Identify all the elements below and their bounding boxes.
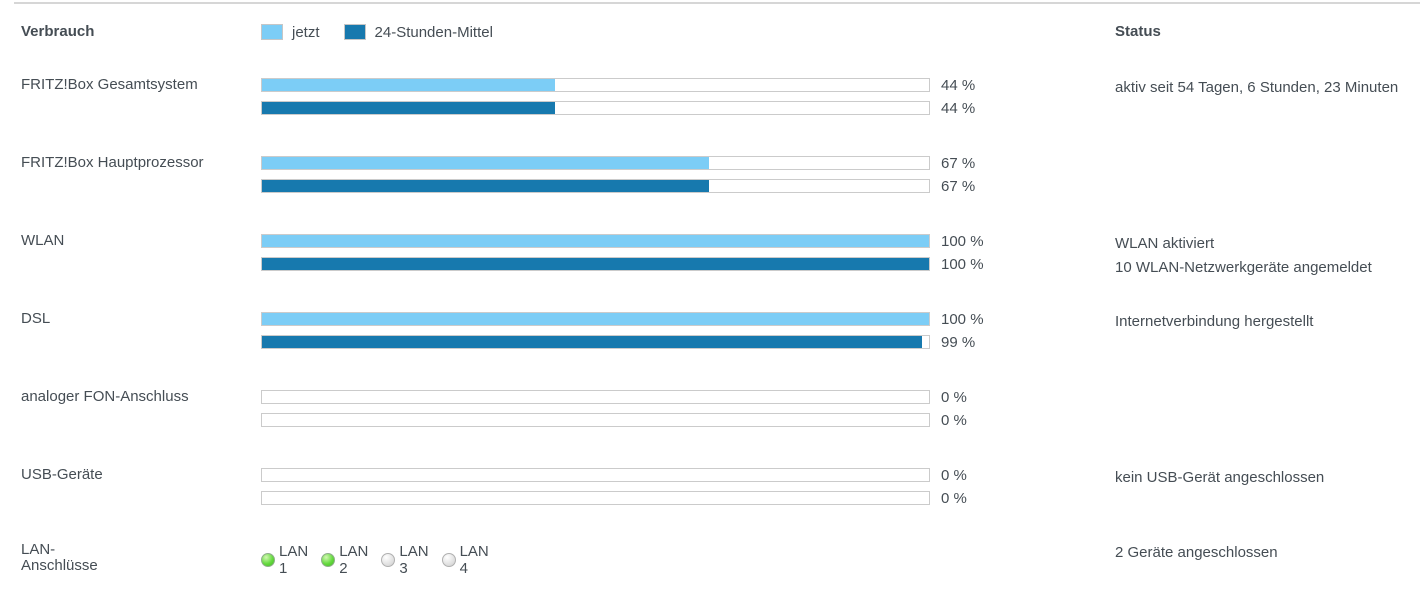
bar-avg-value: 67 % (941, 177, 976, 195)
usage-rows: FRITZ!Box Gesamtsystem 44 % 44 % aktiv s… (0, 76, 1420, 546)
legend-label-now: jetzt (292, 23, 320, 41)
row-label: FRITZ!Box Hauptprozessor (21, 154, 204, 171)
bar-now-fill (262, 235, 929, 247)
usage-row: FRITZ!Box Hauptprozessor 67 % 67 % (0, 154, 1420, 195)
lan-led-icon (441, 553, 456, 567)
bar-line-avg: 0 % (261, 411, 967, 429)
bar-now-value: 0 % (941, 466, 967, 484)
status-line: kein USB-Gerät angeschlossen (1115, 469, 1325, 486)
bar-avg-fill (262, 258, 929, 270)
bar-line-avg: 44 % (261, 99, 976, 117)
bar-avg-track (261, 257, 930, 271)
bar-now-track (261, 312, 930, 326)
lan-port: LAN 4 (441, 543, 489, 577)
bar-now-value: 100 % (941, 232, 984, 250)
legend: jetzt 24-Stunden-Mittel (261, 23, 517, 41)
bar-now-value: 100 % (941, 310, 984, 328)
bar-line-avg: 67 % (261, 177, 976, 195)
legend-swatch-now-icon (261, 24, 283, 40)
legend-swatch-avg-icon (343, 24, 366, 40)
status-line: Internetverbindung hergestellt (1115, 313, 1314, 330)
row-label: USB-Geräte (21, 466, 103, 483)
bar-now-fill (262, 157, 709, 169)
bar-avg-value: 99 % (941, 333, 976, 351)
status-line: WLAN aktiviert (1115, 235, 1215, 252)
bar-line-now: 100 % (261, 232, 984, 250)
row-label: DSL (21, 310, 51, 327)
bar-line-now: 67 % (261, 154, 976, 172)
bar-avg-track (261, 179, 930, 193)
status-line: aktiv seit 54 Tagen, 6 Stunden, 23 Minut… (1115, 79, 1399, 96)
bar-avg-value: 44 % (941, 99, 976, 117)
bar-line-avg: 99 % (261, 333, 984, 351)
legend-item-avg: 24-Stunden-Mittel (343, 23, 493, 41)
lan-row-status: 2 Geräte angeschlossen (1115, 544, 1278, 561)
lan-led-icon (261, 553, 275, 567)
panel-top-divider (14, 2, 1420, 4)
bar-now-track (261, 156, 930, 170)
bar-avg-track (261, 491, 930, 505)
lan-row-label: LAN-Anschlüsse (21, 541, 98, 574)
usage-row: WLAN 100 % 100 % WLAN aktiviert 10 WLAN-N… (0, 232, 1420, 277)
bar-now-value: 44 % (941, 76, 976, 94)
bar-line-now: 0 % (261, 388, 967, 406)
lan-port-label: LAN 2 (339, 543, 369, 577)
usage-row: analoger FON-Anschluss 0 % 0 % (0, 388, 1420, 429)
lan-port-label: LAN 1 (279, 543, 309, 577)
usage-row: USB-Geräte 0 % 0 % kein USB-Gerät angesc… (0, 466, 1420, 507)
bar-avg-value: 0 % (941, 411, 967, 429)
bar-now-track (261, 390, 930, 404)
row-bars: 44 % 44 % (261, 76, 976, 117)
lan-port-label: LAN 3 (399, 543, 429, 577)
row-label: FRITZ!Box Gesamtsystem (21, 76, 198, 93)
usage-row: FRITZ!Box Gesamtsystem 44 % 44 % aktiv s… (0, 76, 1420, 117)
row-status: aktiv seit 54 Tagen, 6 Stunden, 23 Minut… (1115, 76, 1398, 100)
legend-item-now: jetzt (261, 24, 320, 41)
row-status: kein USB-Gerät angeschlossen (1115, 466, 1324, 490)
bar-now-fill (262, 313, 929, 325)
bar-avg-track (261, 413, 930, 427)
row-label: WLAN (21, 232, 65, 249)
lan-port: LAN 1 (261, 543, 308, 577)
lan-port-label: LAN 4 (459, 543, 489, 577)
bar-line-now: 0 % (261, 466, 967, 484)
row-bars: 0 % 0 % (261, 466, 967, 507)
bar-line-avg: 0 % (261, 489, 967, 507)
bar-line-avg: 100 % (261, 255, 984, 273)
row-status: Internetverbindung hergestellt (1115, 310, 1313, 334)
bar-line-now: 44 % (261, 76, 976, 94)
legend-label-avg: 24-Stunden-Mittel (374, 23, 493, 41)
panel-title: Verbrauch (21, 23, 95, 40)
bar-now-value: 67 % (941, 154, 976, 172)
bar-avg-fill (262, 180, 709, 192)
bar-now-track (261, 234, 930, 248)
status-line: 10 WLAN-Netzwerkgeräte angemeldet (1115, 259, 1372, 276)
row-bars: 100 % 100 % (261, 232, 984, 273)
bar-now-fill (262, 79, 556, 91)
row-bars: 0 % 0 % (261, 388, 967, 429)
bar-avg-track (261, 101, 930, 115)
lan-ports: LAN 1 LAN 2 LAN 3 LAN 4 (261, 543, 489, 577)
bar-avg-fill (262, 336, 923, 348)
row-status: WLAN aktiviert 10 WLAN-Netzwerkgeräte ang… (1115, 232, 1372, 280)
bar-now-track (261, 78, 930, 92)
row-bars: 67 % 67 % (261, 154, 976, 195)
lan-port: LAN 3 (381, 543, 429, 577)
bar-avg-value: 0 % (941, 489, 967, 507)
lan-led-icon (321, 553, 336, 567)
bar-avg-value: 100 % (941, 255, 984, 273)
bar-now-value: 0 % (941, 388, 967, 406)
status-column-title: Status (1115, 23, 1161, 40)
bar-avg-track (261, 335, 930, 349)
usage-row: DSL 100 % 99 % Internetverbindung herges… (0, 310, 1420, 351)
bar-line-now: 100 % (261, 310, 984, 328)
row-label: analoger FON-Anschluss (21, 388, 189, 405)
row-bars: 100 % 99 % (261, 310, 984, 351)
lan-port: LAN 2 (321, 543, 368, 577)
bar-avg-fill (262, 102, 556, 114)
bar-now-track (261, 468, 930, 482)
lan-led-icon (381, 553, 396, 567)
